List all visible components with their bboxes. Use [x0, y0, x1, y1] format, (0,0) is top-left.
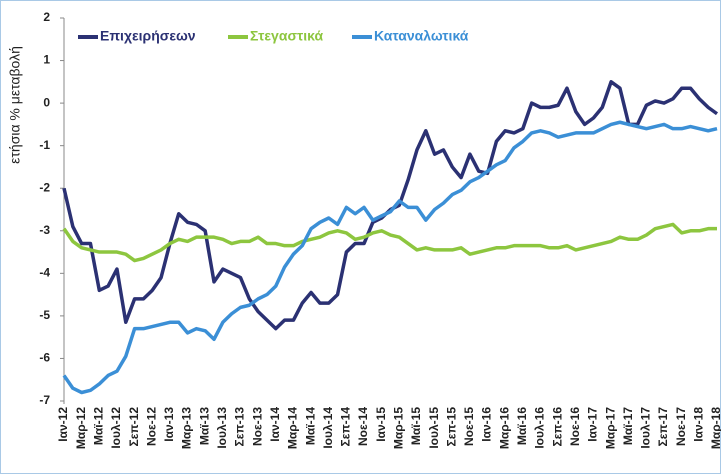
x-tick-label: Ιουλ-13	[215, 407, 229, 449]
legend-label: Στεγαστικά	[250, 28, 324, 44]
x-tick-label: Νοε-15	[462, 407, 476, 446]
y-tick-label: -5	[39, 308, 50, 322]
x-tick-label: Σεπ-17	[656, 407, 670, 447]
x-tick-label: Ιαν-12	[56, 407, 70, 442]
x-tick-label: Μαρ-14	[286, 407, 300, 449]
x-tick-label: Ιουλ-16	[533, 407, 547, 449]
x-tick-label: Ιουλ-17	[639, 407, 653, 449]
x-tick-label: Μαρ-17	[603, 407, 617, 449]
x-tick-label: Σεπ-13	[233, 407, 247, 447]
x-tick-label: Ιαν-14	[268, 407, 282, 442]
x-tick-label: Μαρ-12	[74, 407, 88, 449]
x-tick-label: Σεπ-14	[339, 407, 353, 447]
y-tick-label: -2	[39, 180, 50, 194]
x-tick-label: Νοε-16	[568, 407, 582, 446]
x-tick-label: Μαϊ-13	[197, 407, 211, 445]
x-tick-label: Ιαν-17	[586, 407, 600, 442]
x-tick-label: Μαϊ-12	[91, 407, 105, 445]
y-axis-label: ετήσια % μεταβολή	[7, 46, 23, 164]
x-tick-label: Σεπ-15	[444, 407, 458, 447]
y-tick-label: 2	[43, 10, 50, 24]
x-tick-label: Ιουλ-15	[427, 407, 441, 449]
y-tick-label: -3	[39, 223, 50, 237]
x-tick-label: Νοε-14	[356, 407, 370, 446]
x-tick-label: Μαϊ-14	[303, 407, 317, 445]
x-tick-label: Νοε-17	[674, 407, 688, 446]
x-tick-label: Ιαν-13	[162, 407, 176, 442]
x-tick-label: Σεπ-16	[550, 407, 564, 447]
y-tick-label: -4	[39, 266, 50, 280]
x-tick-label: Μαϊ-17	[621, 407, 635, 445]
x-tick-label: Ιαν-18	[692, 407, 706, 442]
y-tick-label: -1	[39, 138, 50, 152]
x-tick-label: Ιαν-15	[374, 407, 388, 442]
y-tick-label: -7	[39, 393, 50, 407]
y-tick-label: 1	[43, 53, 50, 67]
x-tick-label: Μαρ-18	[709, 407, 721, 449]
x-tick-label: Μαϊ-15	[409, 407, 423, 445]
series-line	[62, 120, 718, 395]
x-tick-label: Ιουλ-14	[321, 407, 335, 449]
x-tick-label: Ιαν-16	[480, 407, 494, 442]
legend-label: Επιχειρήσεων	[100, 28, 196, 44]
x-tick-label: Μαρ-13	[180, 407, 194, 449]
x-tick-label: Νοε-13	[250, 407, 264, 446]
legend-label: Καταναλωτικά	[374, 28, 469, 44]
x-tick-label: Μαρ-16	[497, 407, 511, 449]
series-line	[62, 222, 717, 263]
x-tick-label: Νοε-12	[144, 407, 158, 446]
y-tick-label: 0	[43, 95, 50, 109]
x-tick-label: Ιουλ-12	[109, 407, 123, 449]
x-tick-label: Μαρ-15	[391, 407, 405, 449]
x-tick-label: Μαϊ-16	[515, 407, 529, 445]
x-tick-label: Σεπ-12	[127, 407, 141, 447]
y-tick-label: -6	[39, 351, 50, 365]
